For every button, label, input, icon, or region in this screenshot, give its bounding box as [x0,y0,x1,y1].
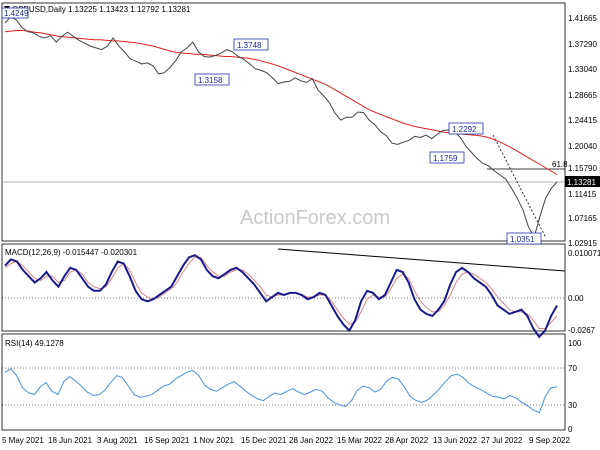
x-tick: 13 Jun 2022 [433,436,478,445]
price-y-tick: 1.20040 [568,142,597,151]
fib-61-8-label: 61.8 [552,160,568,169]
rsi-y-tick: 0 [568,425,573,434]
x-tick: 27 Jul 2022 [481,436,523,445]
annotation-1-2292: 1.2292 [448,122,484,135]
annotation-label: 1.2292 [452,125,477,134]
rsi-y-tick: 100 [568,339,582,348]
annotation-1-3748: 1.3748 [233,38,269,51]
x-tick: 1 Nov 2021 [193,436,234,445]
x-tick: 3 Aug 2021 [97,436,138,445]
annotation-1-0351: 1.0351 [506,232,542,245]
x-tick: 18 Jun 2021 [48,436,93,445]
last-price-label: 1.13281 [567,178,596,187]
rsi-header-text: RSI(14) 49.1278 [5,339,64,348]
macd-y-tick: 0.00 [568,294,584,303]
macd-y-tick: -0.0267 [568,326,596,335]
rsi-y-tick: 30 [568,401,577,410]
annotation-label: 1.0351 [510,235,535,244]
macd-panel-frame [1,243,566,332]
x-tick: 15 Mar 2022 [337,436,382,445]
rsi-y-tick: 70 [568,364,577,373]
price-y-tick: 1.07165 [568,214,597,223]
x-tick: 9 Sep 2022 [529,436,570,445]
macd-line [4,254,558,339]
price-y-tick: 1.15790 [568,164,597,173]
price-header: GBPUSD,Daily 1.13225 1.13423 1.12792 1.1… [4,5,191,14]
annotation-label: 1.3158 [198,76,223,85]
x-tick: 5 May 2021 [2,436,44,445]
x-tick: 15 Dec 2021 [241,436,287,445]
rsi-panel-frame [1,333,566,431]
macd-y-tick: 0.010071 [568,249,600,258]
price-line [4,15,558,239]
annotation-1-1759: 1.1759 [429,151,465,164]
last-price-label-box [565,176,600,187]
price-header-text: GBPUSD,Daily 1.13225 1.13423 1.12792 1.1… [12,5,191,14]
x-tick: 16 Sep 2021 [144,436,190,445]
decline-projection-line [492,134,547,239]
x-tick: 28 Jan 2022 [289,436,334,445]
price-y-tick: 1.11415 [568,190,597,199]
rsi-header: RSI(14) 49.1278 [5,339,64,348]
rsi-line [4,368,558,414]
annotation-label: 1.3748 [237,41,262,50]
x-tick: 28 Apr 2022 [385,436,429,445]
price-y-tick: 1.28665 [568,91,597,100]
macd-header-text: MACD(12,26,9) -0.015447 -0.020301 [5,248,138,257]
price-y-tick: 1.41665 [568,14,597,23]
watermark: ActionForex.com [240,207,390,229]
price-y-tick: 1.02915 [568,239,597,248]
price-y-tick: 1.24415 [568,116,597,125]
price-y-tick: 1.37290 [568,40,597,49]
macd-trendline [277,248,566,272]
annotation-label: 1.4249 [4,9,29,18]
price-panel-frame [1,2,566,242]
annotation-label: 1.1759 [433,154,458,163]
annotation-1-3158: 1.3158 [194,73,230,86]
macd-header: MACD(12,26,9) -0.015447 -0.020301 [5,248,138,257]
annotation-1-4249: 1.4249 [1,7,29,19]
price-y-tick: 1.33040 [568,65,597,74]
